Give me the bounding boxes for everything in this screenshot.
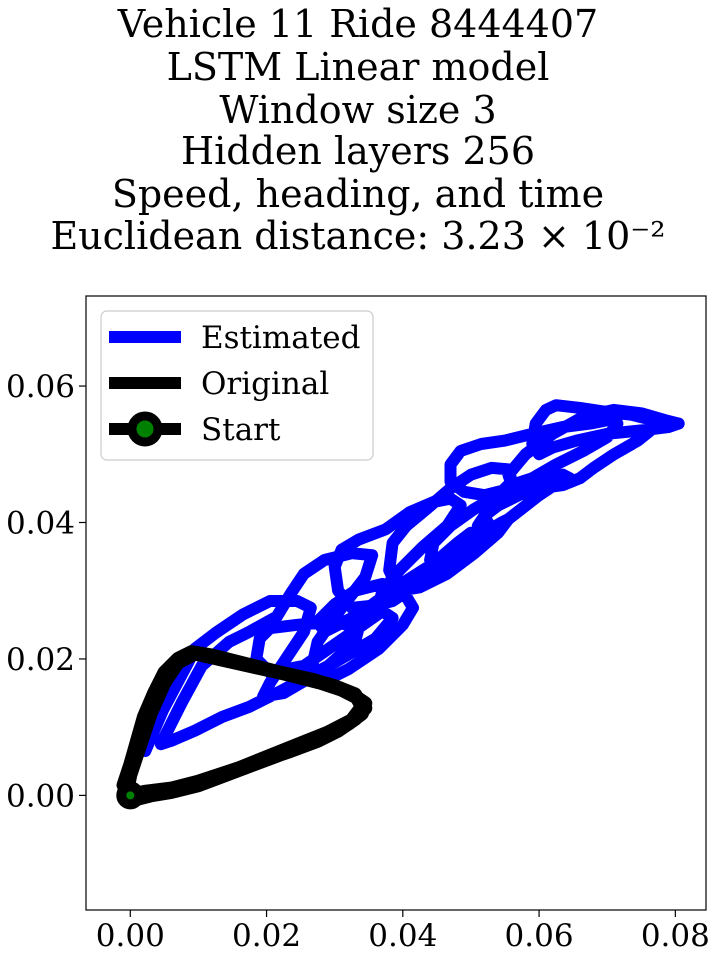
title-line-4: Hidden layers 256 xyxy=(180,129,536,173)
y-tick-label: 0.06 xyxy=(6,369,75,405)
series-estimated-line xyxy=(139,399,685,757)
start-marker xyxy=(116,781,145,810)
title-line-5: Speed, heading, and time xyxy=(111,172,605,216)
title-line-1: Vehicle 11 Ride 8444407 xyxy=(117,2,599,46)
legend-start-label: Start xyxy=(201,412,281,448)
x-tick-label: 0.08 xyxy=(641,918,710,954)
x-axis: 0.00 0.02 0.04 0.06 0.08 xyxy=(96,910,710,954)
title-line-2: LSTM Linear model xyxy=(166,45,550,89)
legend-estimated-label: Estimated xyxy=(201,320,360,356)
x-tick-label: 0.02 xyxy=(232,918,301,954)
x-tick-label: 0.00 xyxy=(96,918,165,954)
series-layer xyxy=(116,399,685,806)
plot-frame xyxy=(85,295,707,911)
title-line-6: Euclidean distance: 3.23 × 10⁻² xyxy=(50,214,666,258)
title-line-3: Window size 3 xyxy=(219,88,497,132)
y-axis: 0.00 0.02 0.04 0.06 xyxy=(6,369,86,814)
y-tick-label: 0.02 xyxy=(6,642,75,678)
y-tick-label: 0.00 xyxy=(6,778,75,814)
legend-frame xyxy=(100,310,374,461)
legend-start-marker xyxy=(127,411,163,447)
legend-original-label: Original xyxy=(201,366,329,402)
x-tick-label: 0.06 xyxy=(505,918,574,954)
y-tick-label: 0.04 xyxy=(6,505,75,541)
x-tick-label: 0.04 xyxy=(368,918,437,954)
legend: Estimated Original Start xyxy=(100,310,374,461)
